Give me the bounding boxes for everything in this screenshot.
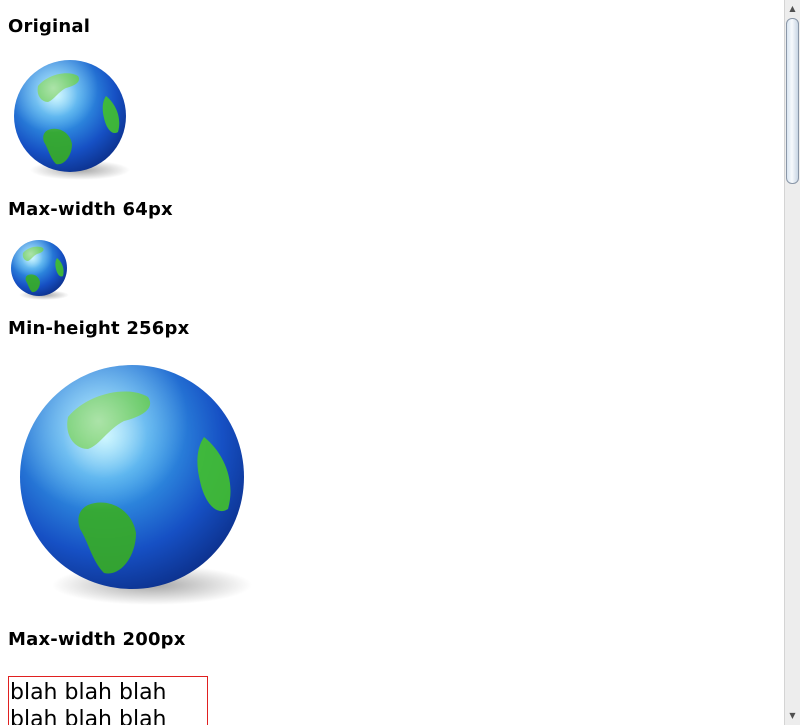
- text-line: blah blah blah: [10, 707, 167, 725]
- heading-max-width-200: Max-width 200px: [8, 629, 186, 650]
- heading-original: Original: [8, 16, 91, 37]
- heading-min-height-256: Min-height 256px: [8, 318, 190, 339]
- scroll-up-arrow-icon[interactable]: ▲: [789, 4, 796, 13]
- scrollbar-thumb[interactable]: [786, 18, 799, 184]
- globe-icon: [11, 240, 69, 300]
- text-line: blah blah blah: [10, 680, 167, 705]
- globe-icon: [14, 60, 130, 180]
- scroll-down-arrow-icon[interactable]: ▼: [789, 711, 796, 720]
- heading-max-width-64: Max-width 64px: [8, 199, 173, 220]
- globe-icon: [20, 365, 252, 605]
- vertical-scrollbar[interactable]: ▲ ▼: [784, 0, 800, 725]
- text-box: blah blah blah blah blah blah blah blah …: [8, 676, 208, 725]
